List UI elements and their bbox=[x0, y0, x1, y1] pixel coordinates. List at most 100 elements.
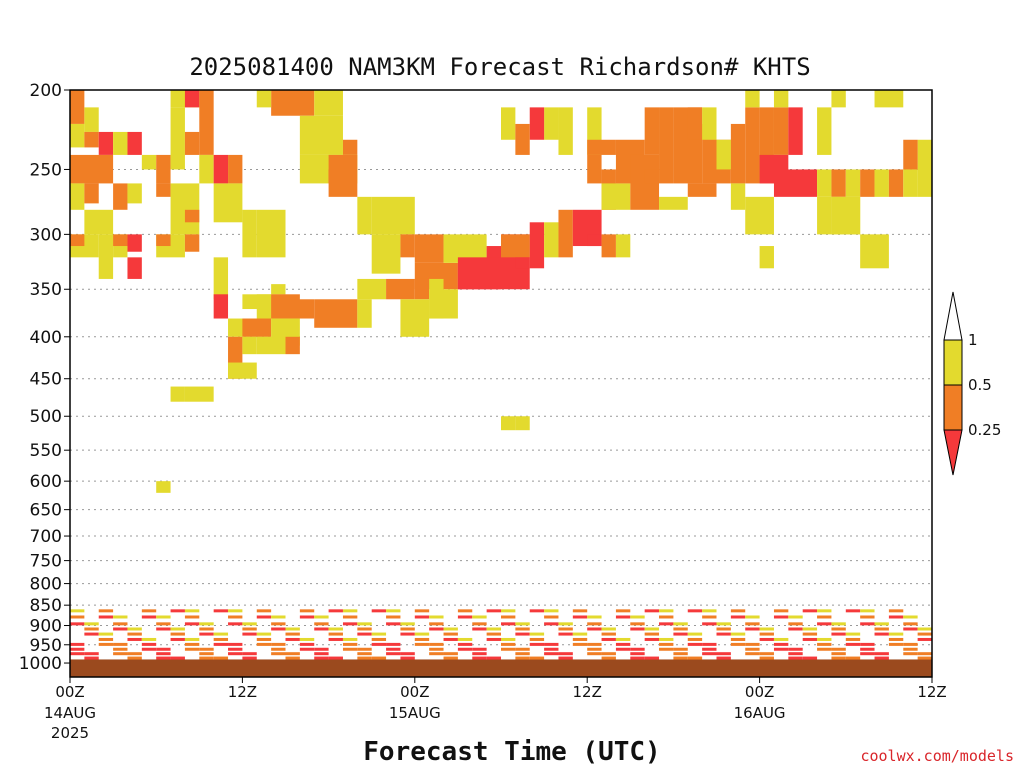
y-tick-label: 500 bbox=[30, 407, 62, 427]
y-tick-label: 750 bbox=[30, 552, 62, 572]
data-cell bbox=[630, 656, 645, 660]
x-tick-label: 12Z bbox=[573, 683, 602, 701]
data-cell bbox=[170, 107, 185, 170]
data-cell bbox=[529, 222, 545, 269]
data-cell bbox=[70, 622, 85, 626]
data-cell bbox=[630, 647, 645, 651]
data-cell bbox=[314, 647, 329, 651]
data-cell bbox=[170, 609, 185, 613]
data-cell bbox=[184, 209, 200, 223]
data-cell bbox=[759, 637, 774, 641]
data-cell bbox=[228, 609, 243, 613]
data-cell bbox=[702, 615, 717, 619]
data-cell bbox=[242, 318, 272, 337]
data-cell bbox=[70, 154, 114, 184]
x-tick-label: 00Z bbox=[745, 683, 774, 701]
data-cell bbox=[357, 627, 372, 631]
data-cell bbox=[443, 632, 458, 636]
data-cell bbox=[845, 609, 861, 613]
data-cell bbox=[414, 234, 444, 263]
data-cell bbox=[184, 622, 200, 626]
x-tick-year: 2025 bbox=[51, 724, 89, 742]
data-cell bbox=[156, 656, 171, 660]
data-cell bbox=[702, 652, 717, 656]
data-cell bbox=[299, 115, 343, 155]
data-cell bbox=[515, 652, 530, 656]
data-cell bbox=[745, 647, 760, 651]
data-cell bbox=[141, 615, 157, 619]
data-cell bbox=[156, 481, 171, 493]
data-cell bbox=[745, 652, 760, 656]
legend-label: 0.25 bbox=[968, 421, 1001, 439]
data-cell bbox=[328, 656, 343, 660]
data-cell bbox=[529, 642, 545, 646]
data-cell bbox=[213, 656, 229, 660]
data-cell bbox=[113, 615, 128, 619]
data-cell bbox=[659, 637, 674, 641]
data-cell bbox=[299, 615, 315, 619]
data-cell bbox=[716, 632, 731, 636]
data-cell bbox=[113, 622, 128, 626]
data-cell bbox=[501, 642, 516, 646]
data-cell bbox=[113, 627, 128, 631]
data-cell bbox=[386, 622, 401, 626]
data-cell bbox=[457, 642, 473, 646]
data-cell bbox=[845, 637, 861, 641]
data-cell bbox=[730, 183, 746, 210]
chart-title: 2025081400 NAM3KM Forecast Richardson# K… bbox=[189, 53, 810, 81]
data-cell bbox=[70, 615, 85, 619]
data-cell bbox=[515, 123, 530, 155]
data-cell bbox=[170, 183, 200, 235]
data-cell bbox=[184, 642, 200, 646]
data-cell bbox=[802, 627, 818, 631]
data-cell bbox=[874, 632, 889, 636]
data-cell bbox=[759, 656, 774, 660]
legend-arrow-bottom bbox=[943, 429, 963, 476]
data-cell bbox=[501, 609, 516, 613]
data-cell bbox=[84, 622, 99, 626]
data-cell bbox=[845, 169, 861, 197]
data-cell bbox=[831, 90, 846, 108]
data-cell bbox=[730, 615, 746, 619]
data-cell bbox=[285, 656, 300, 660]
data-cell bbox=[328, 154, 358, 197]
data-cell bbox=[745, 627, 760, 631]
data-cell bbox=[745, 107, 760, 184]
data-cell bbox=[601, 627, 616, 631]
data-cell bbox=[903, 627, 918, 631]
data-cell bbox=[414, 615, 430, 619]
data-cell bbox=[371, 632, 387, 636]
data-cell bbox=[342, 622, 358, 626]
data-cell bbox=[745, 642, 760, 646]
data-cell bbox=[802, 632, 818, 636]
data-cell bbox=[544, 622, 559, 626]
data-cell bbox=[156, 652, 171, 656]
data-cell bbox=[903, 622, 918, 626]
data-cell bbox=[213, 154, 229, 184]
data-cell bbox=[84, 656, 99, 660]
data-cell bbox=[271, 622, 286, 626]
credit-link[interactable]: coolwx.com/models bbox=[860, 747, 1014, 765]
data-cell bbox=[730, 637, 746, 641]
data-cell bbox=[199, 622, 214, 626]
data-cell bbox=[630, 652, 645, 656]
data-cell bbox=[515, 656, 530, 660]
data-cell bbox=[70, 234, 85, 247]
data-cell bbox=[429, 622, 444, 626]
data-cell bbox=[644, 656, 660, 660]
data-cell bbox=[70, 647, 85, 651]
x-axis: 00Z 14AUG 2025 12Z 00Z 15AUG 12Z 00Z 16AUG 12Z bbox=[44, 677, 947, 742]
data-cell bbox=[587, 642, 602, 646]
data-cell bbox=[199, 652, 214, 656]
data-cell bbox=[84, 632, 99, 636]
data-cell bbox=[745, 622, 760, 626]
x-axis-label: Forecast Time (UTC) bbox=[363, 737, 660, 767]
data-cell bbox=[903, 647, 918, 651]
data-cell bbox=[213, 632, 229, 636]
data-cell bbox=[342, 642, 358, 646]
y-tick-label: 450 bbox=[30, 370, 62, 390]
data-cell bbox=[285, 632, 300, 636]
data-cell bbox=[127, 652, 142, 656]
data-cell bbox=[184, 90, 200, 108]
data-cell bbox=[673, 647, 688, 651]
